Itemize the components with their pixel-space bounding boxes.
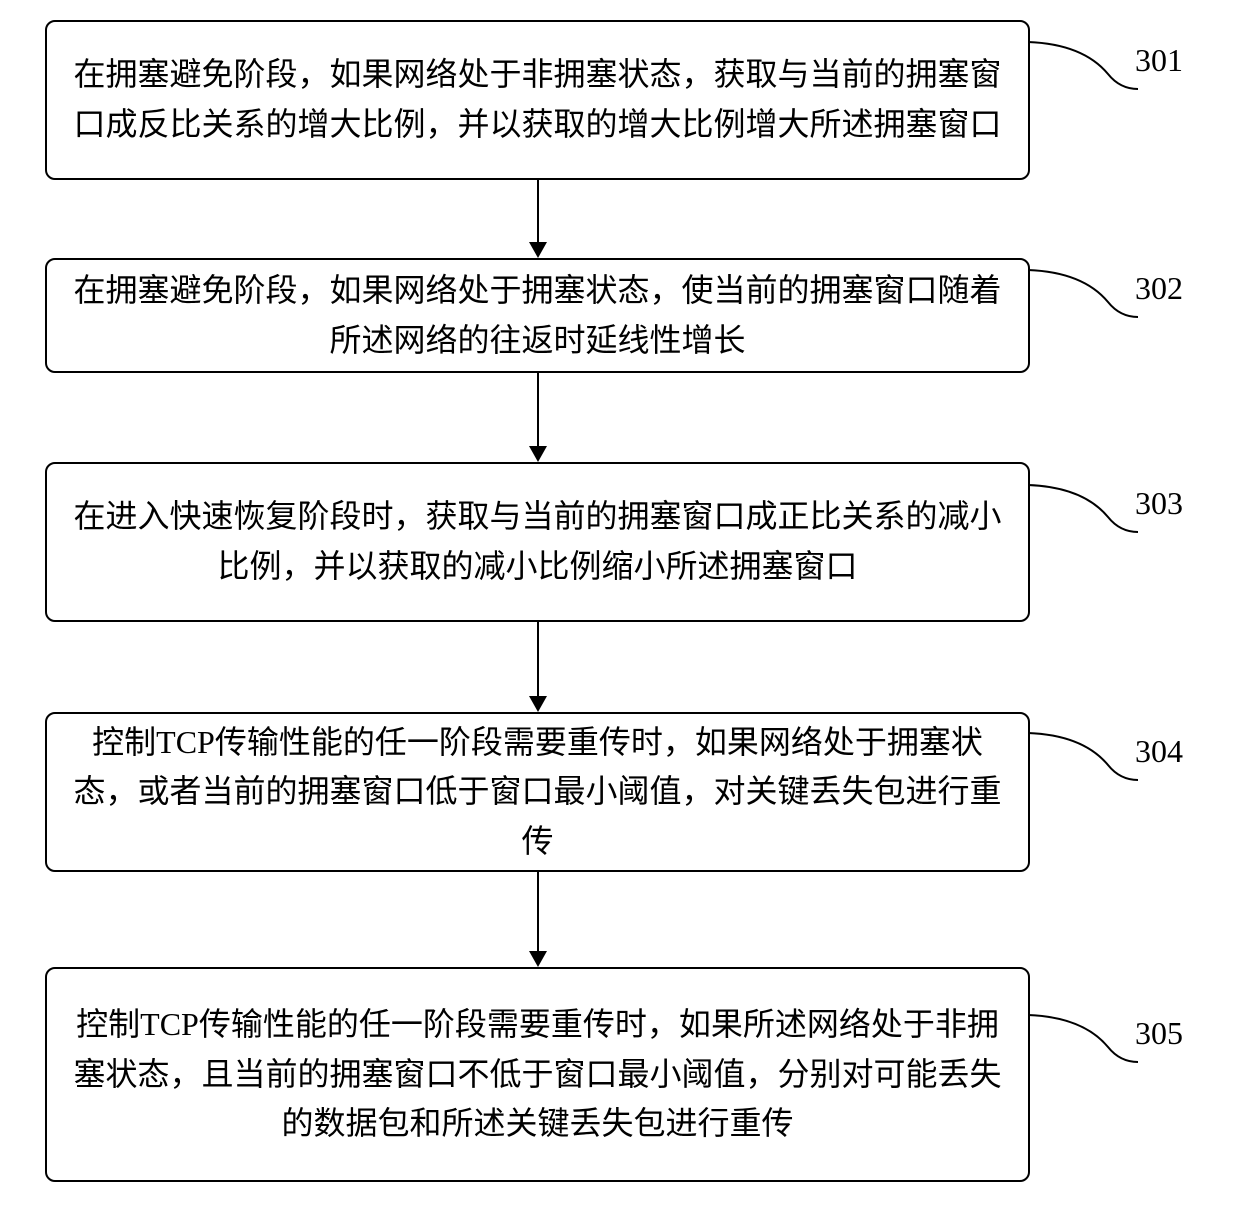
step-label-303: 303 — [1135, 485, 1183, 522]
connector-curve — [1028, 477, 1138, 547]
flow-arrow-head — [529, 242, 547, 258]
step-label-301: 301 — [1135, 42, 1183, 79]
flow-arrow-head — [529, 696, 547, 712]
flow-box-301: 在拥塞避免阶段，如果网络处于非拥塞状态，获取与当前的拥塞窗口成反比关系的增大比例… — [45, 20, 1030, 180]
step-label-302: 302 — [1135, 270, 1183, 307]
connector-curve — [1028, 1007, 1138, 1077]
flow-box-text: 在进入快速恢复阶段时，获取与当前的拥塞窗口成正比关系的减小比例，并以获取的减小比… — [73, 492, 1002, 591]
flow-arrow-head — [529, 951, 547, 967]
connector-curve — [1028, 262, 1138, 332]
flow-box-text: 控制TCP传输性能的任一阶段需要重传时，如果网络处于拥塞状态，或者当前的拥塞窗口… — [73, 718, 1002, 867]
flow-arrow — [537, 180, 539, 242]
flow-arrow-head — [529, 446, 547, 462]
step-label-305: 305 — [1135, 1015, 1183, 1052]
flow-box-text: 控制TCP传输性能的任一阶段需要重传时，如果所述网络处于非拥塞状态，且当前的拥塞… — [73, 1000, 1002, 1149]
flow-box-303: 在进入快速恢复阶段时，获取与当前的拥塞窗口成正比关系的减小比例，并以获取的减小比… — [45, 462, 1030, 622]
flow-arrow — [537, 622, 539, 696]
flow-box-text: 在拥塞避免阶段，如果网络处于拥塞状态，使当前的拥塞窗口随着所述网络的往返时延线性… — [73, 266, 1002, 365]
flow-box-text: 在拥塞避免阶段，如果网络处于非拥塞状态，获取与当前的拥塞窗口成反比关系的增大比例… — [73, 50, 1002, 149]
flow-box-302: 在拥塞避免阶段，如果网络处于拥塞状态，使当前的拥塞窗口随着所述网络的往返时延线性… — [45, 258, 1030, 373]
connector-curve — [1028, 725, 1138, 795]
flow-box-305: 控制TCP传输性能的任一阶段需要重传时，如果所述网络处于非拥塞状态，且当前的拥塞… — [45, 967, 1030, 1182]
connector-curve — [1028, 34, 1138, 104]
flow-box-304: 控制TCP传输性能的任一阶段需要重传时，如果网络处于拥塞状态，或者当前的拥塞窗口… — [45, 712, 1030, 872]
flow-arrow — [537, 373, 539, 446]
flow-arrow — [537, 872, 539, 951]
step-label-304: 304 — [1135, 733, 1183, 770]
